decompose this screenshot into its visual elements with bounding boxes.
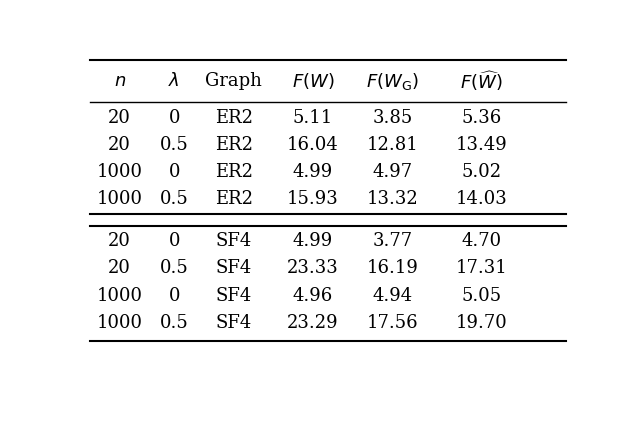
Text: 4.97: 4.97 (372, 163, 413, 181)
Text: 1000: 1000 (97, 190, 143, 208)
Text: 3.77: 3.77 (372, 232, 413, 250)
Text: ER2: ER2 (215, 190, 253, 208)
Text: 13.32: 13.32 (367, 190, 419, 208)
Text: 5.36: 5.36 (461, 109, 502, 127)
Text: 0: 0 (168, 232, 180, 250)
Text: $\lambda$: $\lambda$ (168, 72, 180, 90)
Text: 4.94: 4.94 (372, 287, 413, 304)
Text: 4.99: 4.99 (293, 232, 333, 250)
Text: SF4: SF4 (216, 259, 252, 277)
Text: 20: 20 (108, 232, 131, 250)
Text: ER2: ER2 (215, 163, 253, 181)
Text: $F(W)$: $F(W)$ (292, 71, 335, 92)
Text: 5.05: 5.05 (461, 287, 502, 304)
Text: $n$: $n$ (113, 72, 126, 90)
Text: 3.85: 3.85 (372, 109, 413, 127)
Text: 14.03: 14.03 (456, 190, 508, 208)
Text: 0.5: 0.5 (160, 314, 189, 332)
Text: ER2: ER2 (215, 136, 253, 154)
Text: 19.70: 19.70 (456, 314, 508, 332)
Text: 16.19: 16.19 (367, 259, 419, 277)
Text: 5.02: 5.02 (461, 163, 502, 181)
Text: SF4: SF4 (216, 287, 252, 304)
Text: 4.70: 4.70 (461, 232, 502, 250)
Text: 5.11: 5.11 (293, 109, 333, 127)
Text: 4.96: 4.96 (293, 287, 333, 304)
Text: 0.5: 0.5 (160, 259, 189, 277)
Text: 17.31: 17.31 (456, 259, 508, 277)
Text: 4.99: 4.99 (293, 163, 333, 181)
Text: 1000: 1000 (97, 314, 143, 332)
Text: 12.81: 12.81 (367, 136, 419, 154)
Text: 1000: 1000 (97, 163, 143, 181)
Text: 20: 20 (108, 109, 131, 127)
Text: 16.04: 16.04 (287, 136, 339, 154)
Text: 20: 20 (108, 136, 131, 154)
Text: 0.5: 0.5 (160, 136, 189, 154)
Text: 0: 0 (168, 163, 180, 181)
Text: Graph: Graph (205, 72, 262, 90)
Text: SF4: SF4 (216, 314, 252, 332)
Text: 23.29: 23.29 (287, 314, 339, 332)
Text: ER2: ER2 (215, 109, 253, 127)
Text: 0.5: 0.5 (160, 190, 189, 208)
Text: SF4: SF4 (216, 232, 252, 250)
Text: $F(\widehat{W})$: $F(\widehat{W})$ (460, 70, 503, 93)
Text: 1000: 1000 (97, 287, 143, 304)
Text: 0: 0 (168, 287, 180, 304)
Text: 15.93: 15.93 (287, 190, 339, 208)
Text: 13.49: 13.49 (456, 136, 508, 154)
Text: $F(W_{\mathrm{G}})$: $F(W_{\mathrm{G}})$ (366, 71, 419, 92)
Text: 17.56: 17.56 (367, 314, 419, 332)
Text: 23.33: 23.33 (287, 259, 339, 277)
Text: 20: 20 (108, 259, 131, 277)
Text: 0: 0 (168, 109, 180, 127)
